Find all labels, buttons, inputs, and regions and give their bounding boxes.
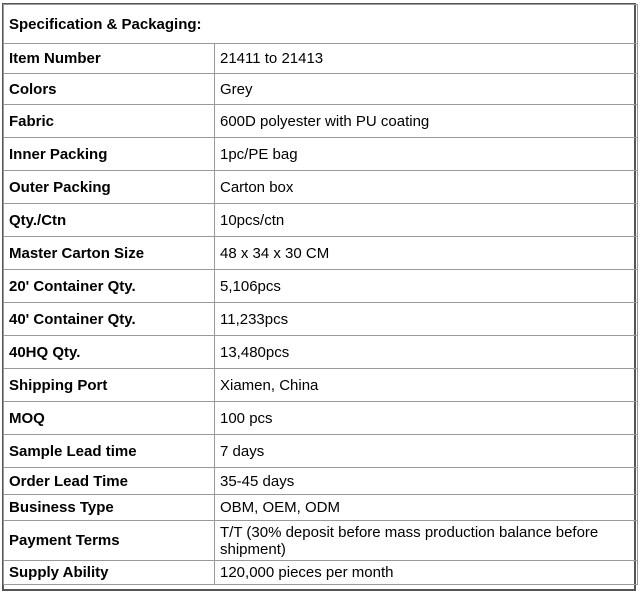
row-label-outer-packing: Outer Packing [3, 170, 215, 204]
specification-table: Specification & Packaging: Item Number 2… [2, 4, 639, 585]
row-label-20-container-qty: 20' Container Qty. [3, 269, 215, 303]
row-value-item-number: 21411 to 21413 [213, 43, 639, 74]
table-row: 40' Container Qty. 11,233pcs [3, 302, 639, 336]
table-row: Item Number 21411 to 21413 [3, 43, 639, 74]
table-row: Fabric 600D polyester with PU coating [3, 104, 639, 138]
row-value-20-container-qty: 5,106pcs [213, 269, 639, 303]
table-row: Master Carton Size 48 x 34 x 30 CM [3, 236, 639, 270]
row-label-master-carton-size: Master Carton Size [3, 236, 215, 270]
row-label-40hq-qty: 40HQ Qty. [3, 335, 215, 369]
row-label-fabric: Fabric [3, 104, 215, 138]
row-value-shipping-port: Xiamen, China [213, 368, 639, 402]
row-label-payment-terms: Payment Terms [3, 520, 215, 561]
row-label-inner-packing: Inner Packing [3, 137, 215, 171]
table-row: 40HQ Qty. 13,480pcs [3, 335, 639, 369]
row-value-40-container-qty: 11,233pcs [213, 302, 639, 336]
row-value-outer-packing: Carton box [213, 170, 639, 204]
row-label-40-container-qty: 40' Container Qty. [3, 302, 215, 336]
row-label-qty-ctn: Qty./Ctn [3, 203, 215, 237]
row-value-colors: Grey [213, 73, 639, 105]
row-value-business-type: OBM, OEM, ODM [213, 494, 639, 521]
row-label-supply-ability: Supply Ability [3, 560, 215, 585]
table-row: Outer Packing Carton box [3, 170, 639, 204]
table-row: Business Type OBM, OEM, ODM [3, 494, 639, 521]
table-row: Qty./Ctn 10pcs/ctn [3, 203, 639, 237]
row-value-sample-lead-time: 7 days [213, 434, 639, 468]
table-row: 20' Container Qty. 5,106pcs [3, 269, 639, 303]
row-label-order-lead-time: Order Lead Time [3, 467, 215, 495]
table-row: Payment Terms T/T (30% deposit before ma… [3, 520, 639, 561]
row-value-fabric: 600D polyester with PU coating [213, 104, 639, 138]
table-row: Shipping Port Xiamen, China [3, 368, 639, 402]
row-value-40hq-qty: 13,480pcs [213, 335, 639, 369]
table-row: Supply Ability 120,000 pieces per month [3, 560, 639, 585]
row-label-item-number: Item Number [3, 43, 215, 74]
row-value-inner-packing: 1pc/PE bag [213, 137, 639, 171]
table-row: Order Lead Time 35-45 days [3, 467, 639, 495]
row-value-supply-ability: 120,000 pieces per month [213, 560, 639, 585]
row-label-business-type: Business Type [3, 494, 215, 521]
table-row: Sample Lead time 7 days [3, 434, 639, 468]
row-value-moq: 100 pcs [213, 401, 639, 435]
table-row: MOQ 100 pcs [3, 401, 639, 435]
table-row: Inner Packing 1pc/PE bag [3, 137, 639, 171]
row-value-qty-ctn: 10pcs/ctn [213, 203, 639, 237]
table-title-row: Specification & Packaging: [2, 4, 639, 44]
table-row: Colors Grey [3, 73, 639, 105]
row-label-colors: Colors [3, 73, 215, 105]
row-value-payment-terms: T/T (30% deposit before mass production … [213, 520, 639, 561]
row-value-master-carton-size: 48 x 34 x 30 CM [213, 236, 639, 270]
row-label-shipping-port: Shipping Port [3, 368, 215, 402]
table-title: Specification & Packaging: [2, 4, 639, 44]
row-value-order-lead-time: 35-45 days [213, 467, 639, 495]
row-label-moq: MOQ [3, 401, 215, 435]
row-label-sample-lead-time: Sample Lead time [3, 434, 215, 468]
